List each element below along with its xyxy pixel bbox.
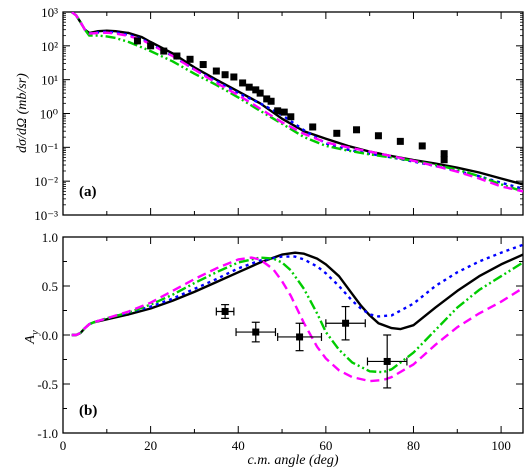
data-point — [133, 37, 141, 45]
y-tick-label: 10⁻² — [34, 174, 58, 189]
series-line-dashed — [71, 256, 523, 383]
data-point — [296, 333, 304, 341]
data-point — [212, 67, 220, 75]
panel-b-x-tick-labels: 0 20 40 60 80 100 — [60, 438, 511, 453]
y-tick-label: 10³ — [41, 5, 58, 20]
data-point — [440, 156, 448, 164]
panel-a-y-axis-title: dσ/dΩ (mb/sr) — [15, 73, 30, 153]
panel-a: 10⁻³ 10⁻² 10⁻¹ 10⁰ 10¹ 10² 10³ (a) dσ/dΩ (mb/s… — [15, 5, 524, 223]
data-point — [342, 319, 350, 327]
y-tick-label: -1.0 — [37, 426, 58, 441]
data-point — [383, 357, 391, 365]
series-line-dashdot — [71, 256, 523, 374]
panel-b-label: (b) — [79, 403, 97, 419]
panel-b-series — [71, 243, 523, 383]
panel-a-y-tick-labels: 10⁻³ 10⁻² 10⁻¹ 10⁰ 10¹ 10² 10³ — [34, 5, 58, 223]
x-tick-label: 60 — [319, 438, 332, 453]
panel-a-label: (a) — [79, 184, 97, 200]
y-tick-label: 10⁰ — [40, 107, 58, 122]
data-point — [309, 123, 317, 131]
data-point — [333, 129, 341, 137]
x-tick-label: 0 — [60, 438, 67, 453]
data-point — [199, 61, 207, 69]
panel-b-y-tick-labels: -1.0 -0.5 0.0 0.5 1.0 — [37, 230, 58, 441]
data-point — [263, 95, 271, 103]
y-tick-label: 10² — [41, 39, 58, 54]
y-tick-label: 10⁻¹ — [34, 140, 58, 155]
data-point — [252, 86, 260, 94]
x-tick-label: 100 — [491, 438, 511, 453]
series-line-dashed — [71, 12, 523, 193]
data-point — [396, 137, 404, 145]
y-tick-label: 0.0 — [42, 328, 58, 343]
data-point — [252, 328, 260, 336]
data-point — [239, 79, 247, 87]
data-point — [287, 113, 295, 121]
data-point — [418, 142, 426, 150]
panel-b: -1.0 -0.5 0.0 0.5 1.0 0 20 40 60 80 100 (b) Ay c.… — [23, 230, 524, 468]
panel-b-ticks — [62, 236, 523, 434]
data-point — [221, 71, 229, 79]
data-point — [440, 150, 448, 158]
data-point — [147, 42, 155, 50]
data-point — [173, 52, 181, 60]
panel-b-data-points — [215, 304, 408, 389]
x-tick-label: 20 — [144, 438, 157, 453]
data-point — [274, 107, 282, 115]
y-tick-label: 10⁻³ — [34, 208, 58, 223]
panel-a-series — [71, 12, 523, 193]
panel-b-frame — [62, 236, 524, 434]
x-axis-title: c.m. angle (deg) — [248, 453, 339, 468]
data-point — [186, 55, 194, 63]
panel-a-ticks — [62, 11, 523, 216]
panel-a-data-points — [133, 37, 448, 164]
y-tick-label: 10¹ — [41, 73, 58, 88]
panel-b-y-axis-title: Ay — [23, 330, 41, 345]
x-tick-label: 80 — [407, 438, 420, 453]
series-line-dotted — [71, 243, 523, 337]
data-point — [221, 307, 229, 315]
y-tick-label: 0.5 — [42, 279, 58, 294]
y-tick-label: -0.5 — [37, 377, 58, 392]
y-tick-label: 1.0 — [42, 230, 58, 245]
data-point — [256, 89, 264, 97]
data-point — [280, 108, 288, 116]
x-tick-label: 40 — [232, 438, 245, 453]
data-point — [245, 83, 253, 91]
data-point — [160, 47, 168, 55]
data-point — [230, 73, 238, 81]
data-point — [353, 126, 361, 134]
data-point — [267, 97, 275, 105]
data-point — [374, 132, 382, 140]
